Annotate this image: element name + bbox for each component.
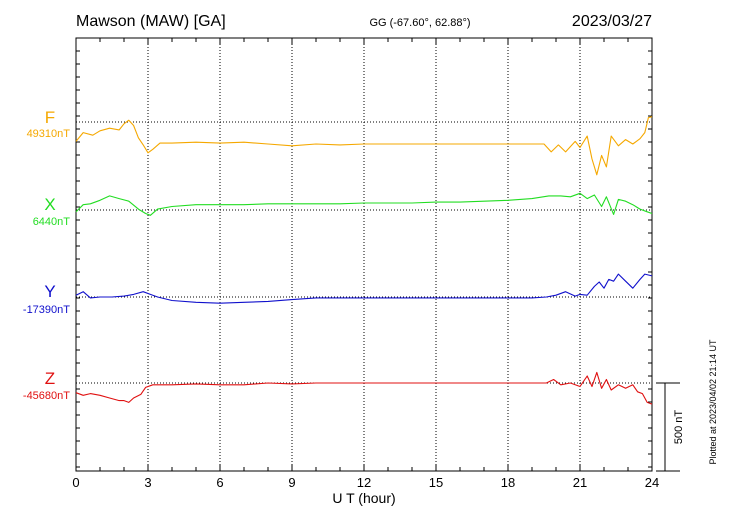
x-tick-label-21: 21 xyxy=(573,475,587,490)
date-label: 2023/03/27 xyxy=(572,13,652,30)
x-axis-label: U T (hour) xyxy=(332,490,395,506)
baseline-value-f: 49310nT xyxy=(27,128,71,140)
x-tick-label-15: 15 xyxy=(429,475,443,490)
scale-bar: 500 nT xyxy=(656,382,685,472)
x-tick-label-6: 6 xyxy=(216,475,223,490)
trace-z xyxy=(75,371,653,405)
baseline-value-y: -17390nT xyxy=(23,304,70,316)
trace-x xyxy=(75,192,653,216)
plotted-at-label: Plotted at 2023/04/02 21:14 UT xyxy=(708,339,718,465)
station-title: Mawson (MAW) [GA] xyxy=(76,13,226,30)
x-tick-labels: 0 3 6 9 12 15 18 21 24 xyxy=(72,475,659,490)
series-traces xyxy=(75,116,653,405)
x-tick-label-24: 24 xyxy=(645,475,659,490)
channel-label-x: X xyxy=(44,195,55,214)
x-tick-label-3: 3 xyxy=(144,475,151,490)
trace-y xyxy=(75,273,653,304)
x-tick-label-18: 18 xyxy=(501,475,515,490)
coordinates-label: GG (-67.60°, 62.88°) xyxy=(369,17,470,29)
channel-label-z: Z xyxy=(45,369,55,388)
x-tick-label-9: 9 xyxy=(288,475,295,490)
x-tick-label-12: 12 xyxy=(357,475,371,490)
trace-f xyxy=(75,116,653,176)
x-tick-label-0: 0 xyxy=(72,475,79,490)
tick-marks xyxy=(75,37,653,471)
grid-lines xyxy=(147,38,581,471)
baseline-value-x: 6440nT xyxy=(33,216,71,228)
scale-bar-label: 500 nT xyxy=(673,410,685,445)
baseline-value-z: -45680nT xyxy=(23,390,70,402)
channel-label-y: Y xyxy=(44,282,55,301)
channel-label-f: F xyxy=(45,108,55,127)
